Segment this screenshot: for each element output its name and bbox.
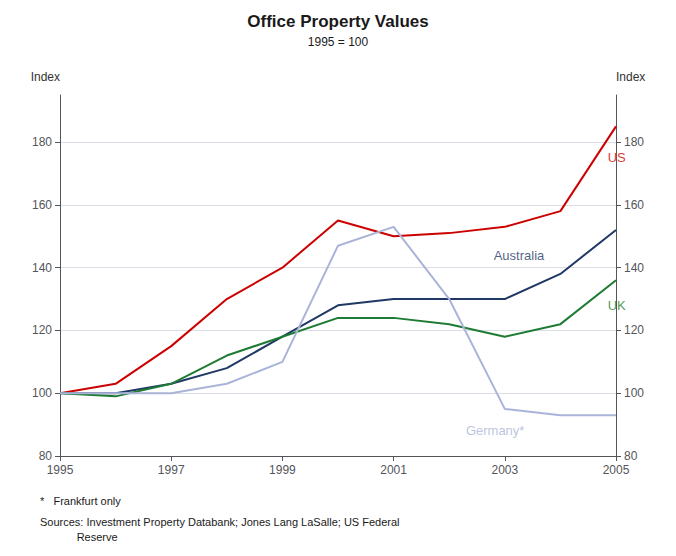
- svg-text:Reserve: Reserve: [40, 531, 118, 543]
- svg-text:160: 160: [624, 198, 644, 212]
- svg-text:Sources: Investment Property D: Sources: Investment Property Databank; J…: [40, 516, 400, 528]
- svg-text:180: 180: [32, 135, 52, 149]
- svg-text:* Frankfurt only: * Frankfurt only: [40, 495, 121, 507]
- svg-text:UK: UK: [608, 298, 626, 313]
- svg-text:180: 180: [624, 135, 644, 149]
- svg-text:Index: Index: [31, 70, 60, 84]
- svg-text:2001: 2001: [380, 463, 407, 477]
- svg-text:1995: 1995: [47, 463, 74, 477]
- svg-text:Australia: Australia: [494, 248, 545, 263]
- svg-text:Office Property Values: Office Property Values: [247, 12, 428, 31]
- svg-text:2005: 2005: [603, 463, 630, 477]
- svg-text:2003: 2003: [491, 463, 518, 477]
- svg-text:100: 100: [624, 386, 644, 400]
- svg-text:80: 80: [39, 449, 53, 463]
- svg-text:140: 140: [32, 261, 52, 275]
- svg-text:80: 80: [624, 449, 638, 463]
- svg-text:120: 120: [624, 323, 644, 337]
- svg-text:Germany*: Germany*: [466, 423, 525, 438]
- svg-text:160: 160: [32, 198, 52, 212]
- svg-text:120: 120: [32, 323, 52, 337]
- svg-text:1995 = 100: 1995 = 100: [308, 35, 369, 49]
- svg-text:US: US: [608, 150, 626, 165]
- svg-text:1999: 1999: [269, 463, 296, 477]
- svg-text:140: 140: [624, 261, 644, 275]
- svg-text:Index: Index: [616, 70, 645, 84]
- svg-text:1997: 1997: [158, 463, 185, 477]
- svg-text:100: 100: [32, 386, 52, 400]
